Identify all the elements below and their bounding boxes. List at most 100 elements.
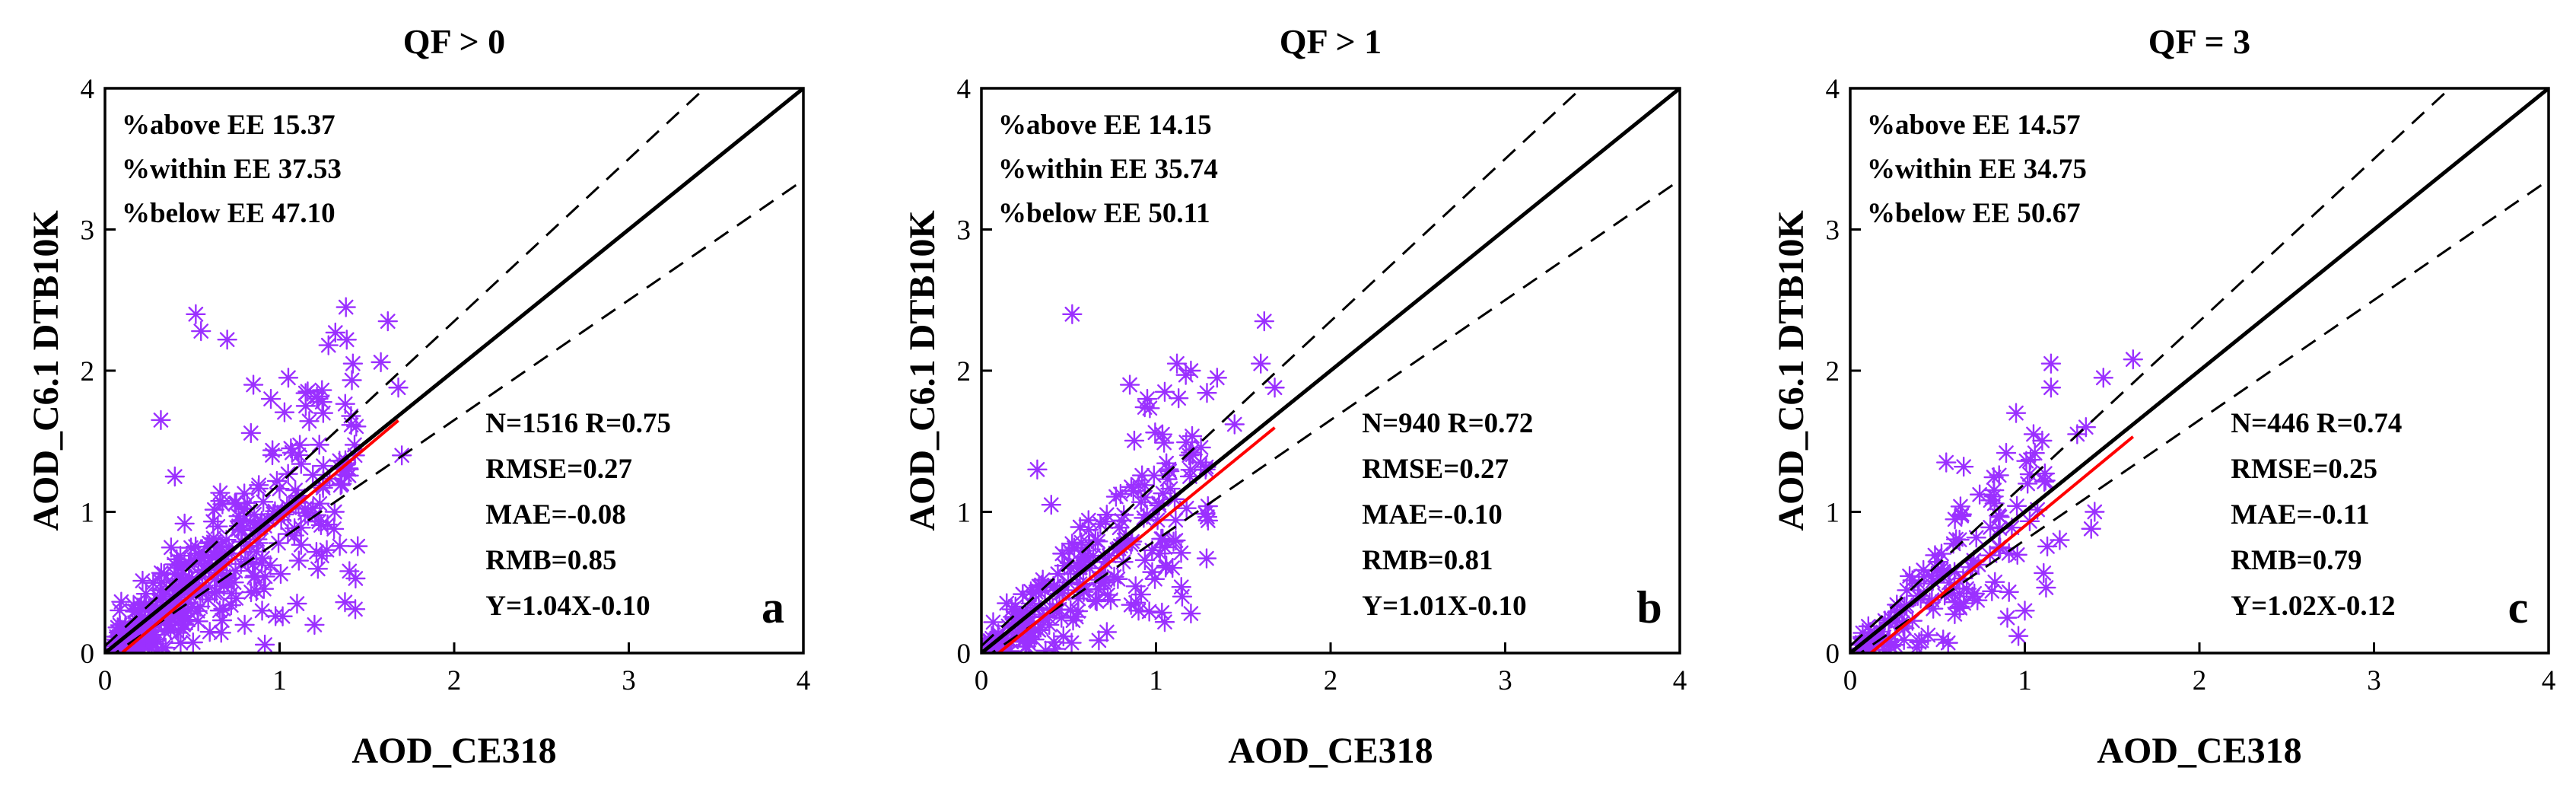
data-point	[1058, 540, 1079, 560]
data-point	[1028, 581, 1049, 601]
data-point	[2008, 626, 2029, 646]
ee-stat-text: %above EE 14.57	[1867, 110, 2081, 141]
data-point	[309, 511, 329, 532]
data-point	[1156, 453, 1177, 473]
data-point	[1125, 592, 1146, 613]
data-point	[174, 513, 195, 534]
data-point	[202, 511, 224, 532]
fit-line	[1868, 435, 2135, 653]
data-point	[232, 519, 253, 540]
panel-b: 0 1 2 3 4 0 1 2 3 4 QF > 1 AOD_CE318 AOD_C6.1 DTB10K…	[902, 22, 1687, 771]
data-point	[1089, 578, 1109, 600]
data-point	[225, 560, 246, 581]
data-point	[2007, 544, 2027, 566]
data-point	[260, 388, 281, 409]
data-point	[310, 493, 330, 514]
data-point	[1953, 456, 1974, 477]
data-point	[289, 435, 310, 455]
data-point	[1897, 580, 1917, 601]
data-point	[1134, 550, 1156, 571]
data-point	[224, 493, 245, 514]
regression-stat-text: N=446 R=0.74	[2231, 408, 2402, 439]
data-point	[240, 422, 262, 444]
data-point	[1175, 365, 1196, 385]
data-point	[1088, 531, 1108, 552]
data-point	[1956, 578, 1977, 599]
data-point	[2085, 502, 2105, 522]
data-point	[1137, 388, 1158, 409]
data-point	[134, 627, 155, 648]
data-point	[1100, 590, 1121, 610]
data-point	[269, 479, 290, 499]
data-point	[1164, 489, 1185, 510]
data-point	[2037, 536, 2058, 557]
data-point	[138, 617, 160, 638]
data-point	[325, 322, 345, 343]
data-point	[1922, 598, 1944, 619]
data-point	[1980, 517, 2001, 538]
data-point	[2024, 443, 2045, 464]
y-tick-label: 0	[957, 639, 972, 670]
data-point	[1153, 483, 1173, 504]
data-point	[1944, 562, 1965, 582]
data-point	[220, 568, 240, 588]
data-point	[1172, 586, 1193, 607]
data-point	[342, 370, 362, 390]
data-point	[243, 504, 265, 525]
data-point	[324, 502, 345, 522]
data-point	[377, 311, 398, 332]
data-point	[306, 542, 327, 562]
data-point	[173, 619, 194, 639]
data-point	[110, 600, 130, 621]
data-point	[270, 563, 291, 585]
data-point	[1989, 538, 2010, 559]
data-point	[1044, 632, 1064, 652]
data-point	[211, 623, 231, 643]
data-point	[1181, 603, 1201, 624]
data-point	[1071, 532, 1092, 553]
data-point	[2015, 601, 2035, 621]
data-point	[297, 505, 319, 526]
data-point	[1913, 559, 1934, 581]
data-point	[281, 442, 303, 463]
data-point	[1176, 432, 1197, 453]
data-point	[204, 569, 225, 590]
data-point	[151, 409, 171, 431]
data-point	[1999, 581, 2019, 602]
data-point	[1949, 529, 1970, 550]
data-point	[1163, 531, 1184, 552]
data-point	[313, 403, 334, 423]
data-point	[254, 634, 275, 653]
data-point	[1197, 510, 1219, 531]
data-point	[1053, 580, 1073, 601]
data-point	[234, 483, 255, 504]
data-point	[1989, 505, 2009, 526]
data-point	[1086, 591, 1107, 612]
data-point	[1096, 511, 1116, 532]
data-point	[2123, 349, 2143, 370]
data-point	[1858, 616, 1879, 637]
data-point	[112, 620, 132, 640]
data-point	[1954, 593, 1974, 613]
panel-title: QF > 1	[1280, 22, 1382, 61]
data-point	[1019, 613, 1040, 633]
data-point	[1925, 545, 1945, 566]
data-point	[1884, 611, 1906, 632]
data-point	[205, 547, 226, 568]
data-point	[1070, 573, 1090, 594]
data-point	[188, 543, 209, 564]
data-point	[1121, 594, 1141, 615]
data-point	[133, 636, 154, 653]
data-point	[1264, 378, 1285, 398]
data-point	[1142, 540, 1162, 561]
data-point	[266, 470, 288, 492]
x-tick-label: 1	[2018, 665, 2032, 696]
ee-stat-text: %below EE 50.11	[998, 198, 1210, 229]
data-point	[177, 581, 199, 601]
data-point	[171, 565, 192, 585]
data-point	[1004, 608, 1025, 629]
scatter-series	[105, 297, 412, 653]
data-point	[1874, 639, 1895, 653]
ee-stat-text: %within EE 37.53	[122, 154, 342, 185]
